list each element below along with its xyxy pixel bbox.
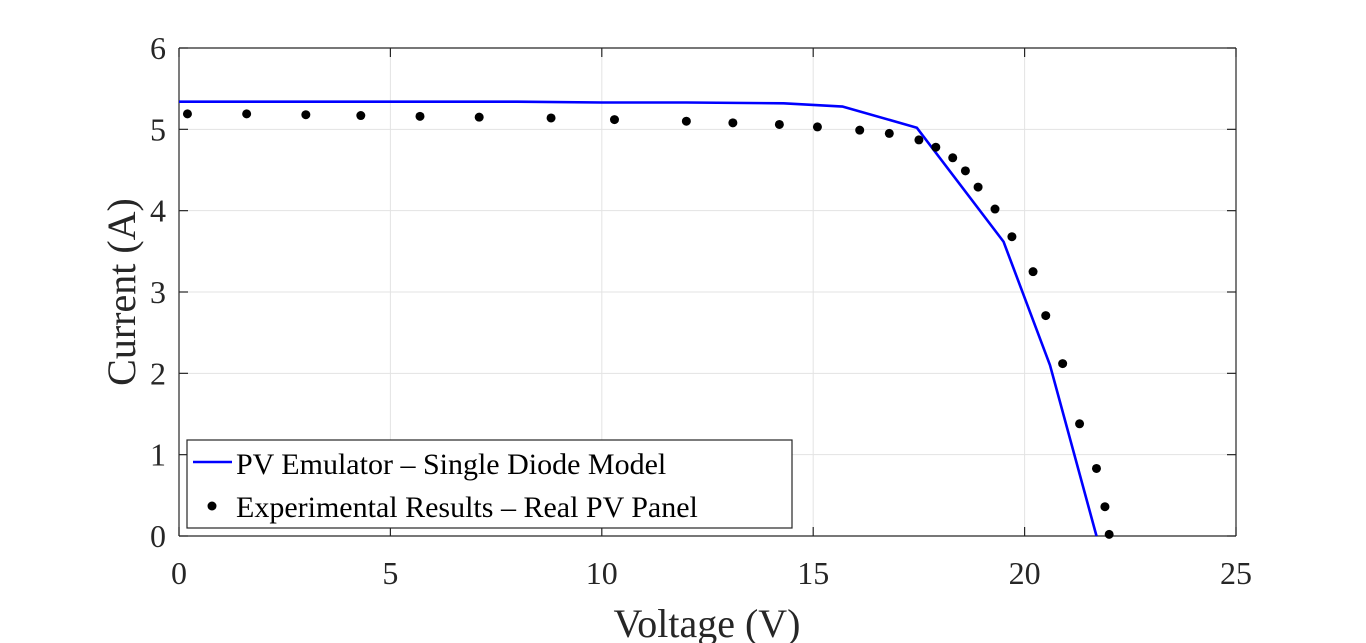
experimental-series — [182, 109, 1114, 539]
experimental-point — [182, 109, 192, 119]
experimental-point — [546, 113, 556, 123]
y-tick-label: 3 — [150, 274, 166, 310]
experimental-point — [242, 109, 252, 119]
experimental-point — [1091, 463, 1101, 473]
grid — [179, 48, 1236, 536]
experimental-point — [812, 122, 822, 132]
legend: PV Emulator – Single Diode Model Experim… — [186, 439, 793, 529]
y-tick-label: 0 — [150, 518, 166, 554]
x-tick-label: 25 — [1220, 555, 1252, 591]
x-tick-label: 0 — [171, 555, 187, 591]
experimental-point — [1007, 232, 1017, 242]
y-tick-label: 2 — [150, 355, 166, 391]
experimental-point — [884, 128, 894, 138]
experimental-point — [960, 166, 970, 176]
legend-label-experimental: Experimental Results – Real PV Panel — [236, 491, 698, 524]
experimental-point — [474, 112, 484, 122]
experimental-point — [855, 125, 865, 135]
x-tick-label: 5 — [382, 555, 398, 591]
axes — [178, 47, 1237, 537]
experimental-point — [948, 153, 958, 163]
x-tick-label: 20 — [1009, 555, 1041, 591]
experimental-point — [914, 135, 924, 145]
y-tick-label: 6 — [150, 30, 166, 66]
y-tick-label: 1 — [150, 437, 166, 473]
experimental-point — [1100, 502, 1110, 512]
experimental-point — [609, 115, 619, 125]
experimental-point — [1058, 359, 1068, 369]
legend-label-model: PV Emulator – Single Diode Model — [236, 448, 666, 481]
experimental-point — [1028, 267, 1038, 277]
experimental-point — [1104, 529, 1114, 539]
experimental-point — [1075, 419, 1085, 429]
legend-box — [186, 439, 793, 529]
model-series — [179, 100, 1098, 537]
experimental-point — [356, 111, 366, 121]
x-axis-title: Voltage (V) — [614, 601, 801, 643]
tick-labels: 0 5 10 15 20 25 0 1 2 3 4 5 6 — [150, 30, 1252, 591]
model-series-line — [179, 100, 1098, 537]
experimental-point — [774, 119, 784, 129]
experimental-point — [415, 111, 425, 121]
experimental-point — [973, 182, 983, 192]
experimental-point — [931, 142, 941, 152]
y-tick-label: 5 — [150, 111, 166, 147]
y-axis-title: Current (A) — [99, 198, 144, 386]
experimental-point — [1041, 311, 1051, 321]
experimental-point — [728, 118, 738, 128]
legend-marker-swatch — [207, 501, 217, 511]
x-tick-label: 15 — [797, 555, 829, 591]
y-tick-label: 4 — [150, 193, 166, 229]
experimental-point — [681, 116, 691, 126]
x-tick-label: 10 — [586, 555, 618, 591]
experimental-point — [990, 204, 1000, 214]
experimental-point — [301, 110, 311, 120]
